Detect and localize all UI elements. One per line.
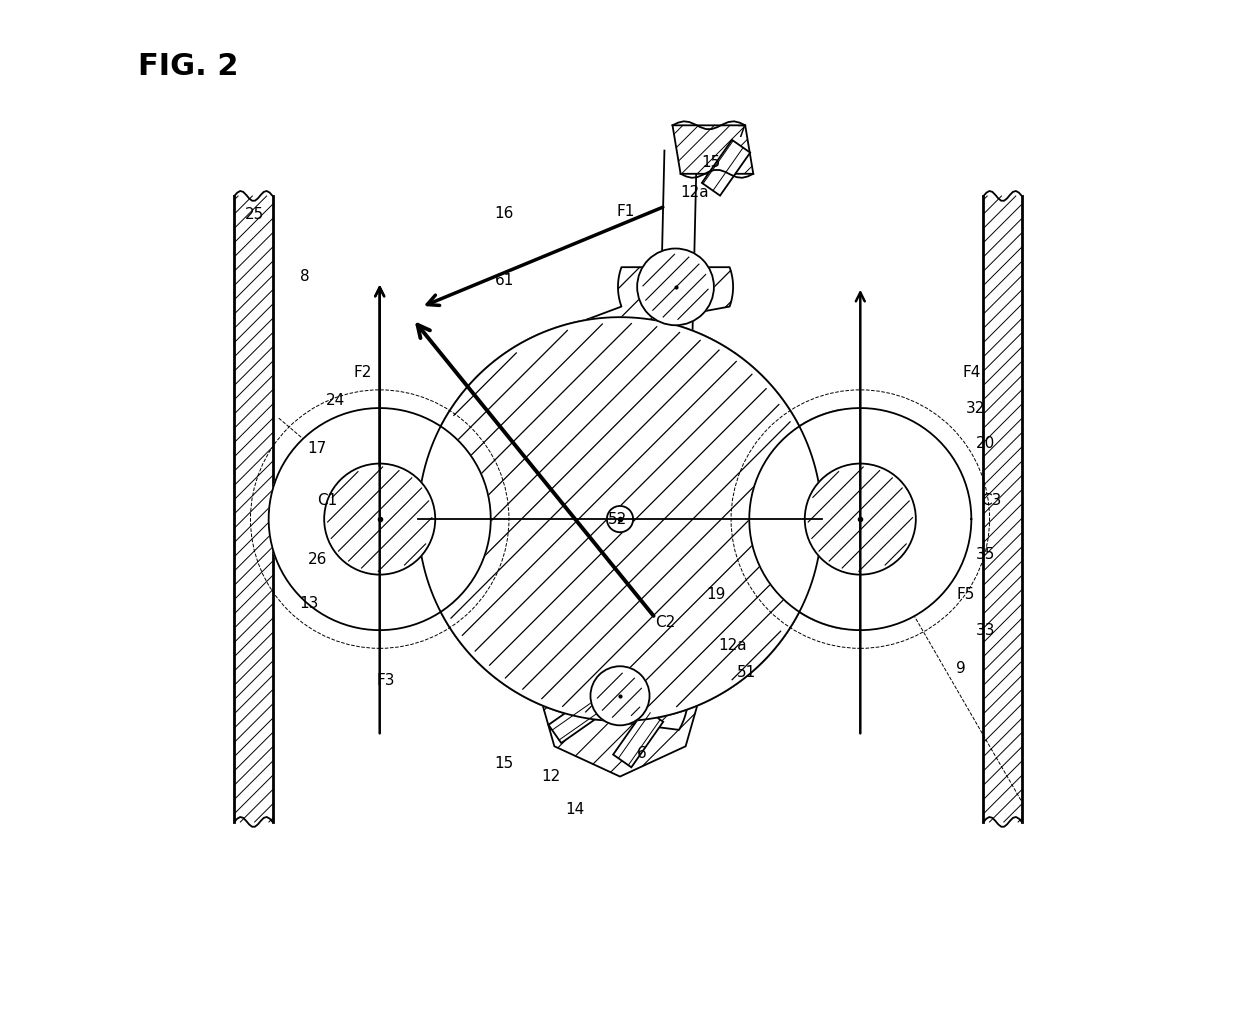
Text: 17: 17	[308, 441, 326, 456]
Polygon shape	[672, 125, 753, 174]
Text: 52: 52	[609, 512, 627, 526]
Text: 9: 9	[956, 661, 966, 676]
Text: FIG. 2: FIG. 2	[138, 52, 238, 81]
Text: 32: 32	[966, 400, 985, 415]
Text: 12a: 12a	[719, 638, 748, 653]
Text: 24: 24	[326, 394, 345, 408]
Polygon shape	[436, 267, 841, 730]
Text: 12a: 12a	[681, 185, 709, 201]
Text: F5: F5	[956, 587, 975, 603]
Text: 15: 15	[495, 756, 513, 771]
Text: 35: 35	[976, 547, 996, 562]
Polygon shape	[548, 693, 606, 743]
Text: 25: 25	[244, 207, 264, 222]
Text: 12: 12	[542, 769, 560, 784]
Text: F1: F1	[616, 204, 635, 219]
Text: C3: C3	[981, 494, 1002, 508]
Text: C1: C1	[317, 494, 337, 508]
Text: 13: 13	[299, 597, 319, 612]
Text: 51: 51	[737, 665, 756, 680]
Text: F4: F4	[962, 365, 981, 380]
Text: 33: 33	[976, 623, 996, 637]
Polygon shape	[269, 408, 491, 630]
Circle shape	[590, 666, 650, 725]
Polygon shape	[534, 595, 706, 777]
Polygon shape	[983, 196, 1022, 822]
Text: 15: 15	[702, 155, 720, 170]
Text: 16: 16	[495, 206, 513, 221]
Text: F2: F2	[353, 365, 372, 380]
Text: 26: 26	[308, 552, 327, 567]
Text: 6: 6	[637, 746, 647, 760]
Text: 19: 19	[707, 587, 725, 603]
Text: 7: 7	[737, 125, 746, 139]
Text: F3: F3	[377, 673, 396, 688]
Circle shape	[606, 506, 634, 532]
Circle shape	[324, 463, 435, 574]
Circle shape	[637, 248, 714, 325]
Circle shape	[805, 463, 916, 574]
Text: 61: 61	[495, 273, 515, 288]
Polygon shape	[234, 196, 273, 822]
Text: 8: 8	[300, 270, 310, 284]
Text: 20: 20	[976, 436, 996, 451]
Polygon shape	[749, 408, 971, 630]
Polygon shape	[418, 318, 822, 721]
Polygon shape	[702, 139, 750, 195]
Polygon shape	[613, 710, 663, 768]
Polygon shape	[660, 151, 697, 367]
Text: C2: C2	[655, 615, 676, 629]
Text: 14: 14	[565, 802, 584, 817]
